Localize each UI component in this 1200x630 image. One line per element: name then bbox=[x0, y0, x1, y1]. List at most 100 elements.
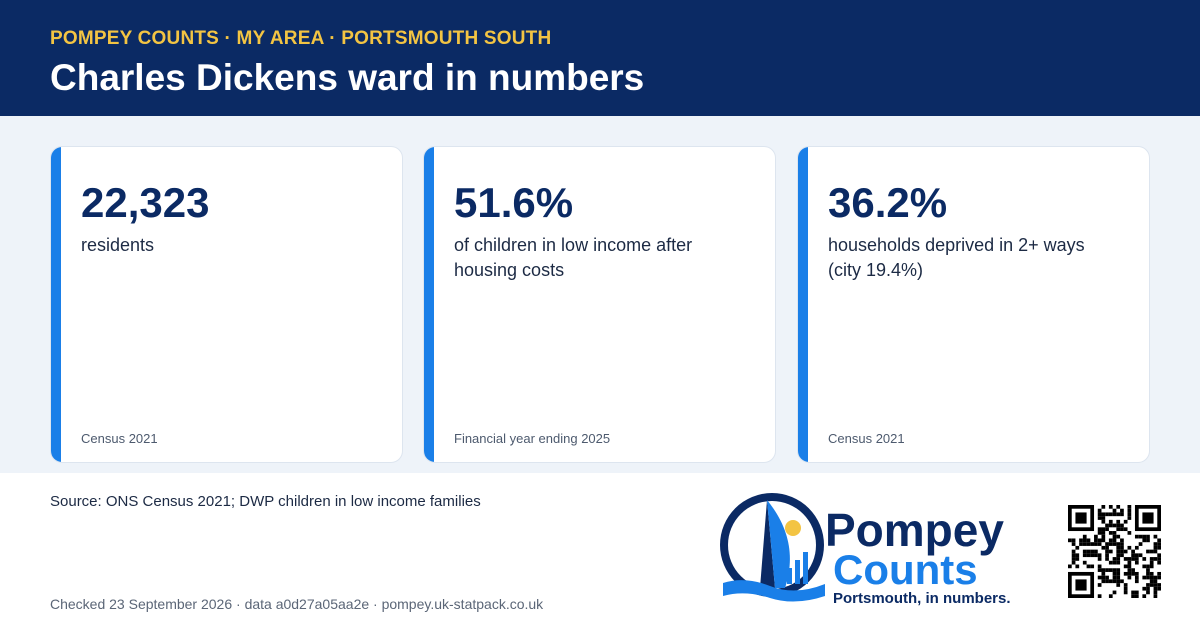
qr-module bbox=[1120, 512, 1124, 517]
qr-module bbox=[1131, 590, 1135, 595]
qr-module bbox=[1123, 571, 1128, 576]
qr-module bbox=[1105, 575, 1109, 580]
stat-source: Census 2021 bbox=[828, 431, 905, 446]
qr-module bbox=[1153, 575, 1158, 580]
stat-value: 36.2% bbox=[828, 179, 948, 226]
qr-module bbox=[1131, 594, 1135, 598]
qr-module bbox=[1071, 553, 1076, 558]
qr-module bbox=[1146, 575, 1150, 580]
qr-module bbox=[1108, 512, 1113, 517]
qr-module bbox=[1112, 508, 1117, 513]
qr-module bbox=[1105, 568, 1109, 572]
qr-module bbox=[1086, 542, 1091, 546]
qr-module bbox=[1142, 512, 1154, 524]
qr-module bbox=[1127, 512, 1132, 517]
qr-module bbox=[1097, 553, 1102, 558]
qr-module bbox=[1116, 542, 1121, 546]
logo-bar bbox=[803, 552, 808, 584]
qr-module bbox=[1157, 586, 1161, 591]
qr-module bbox=[1097, 516, 1102, 520]
qr-module bbox=[1127, 531, 1132, 535]
qr-module bbox=[1112, 538, 1117, 543]
qr-module bbox=[1138, 534, 1143, 539]
qr-module bbox=[1112, 534, 1117, 539]
qr-module bbox=[1112, 560, 1117, 565]
qr-module bbox=[1116, 553, 1121, 558]
qr-module bbox=[1097, 564, 1102, 569]
qr-module bbox=[1120, 538, 1124, 543]
qr-module bbox=[1094, 542, 1098, 546]
qr-module bbox=[1153, 583, 1158, 587]
qr-module bbox=[1112, 512, 1117, 517]
qr-module bbox=[1108, 560, 1113, 565]
qr-module bbox=[1138, 542, 1143, 546]
logo-tagline: Portsmouth, in numbers. bbox=[833, 590, 1011, 607]
qr-module bbox=[1105, 527, 1109, 532]
qr-module bbox=[1097, 594, 1102, 598]
logo-tower bbox=[760, 500, 775, 588]
qr-module bbox=[1116, 505, 1121, 509]
qr-module bbox=[1116, 575, 1121, 580]
qr-module bbox=[1097, 568, 1102, 572]
qr-module bbox=[1075, 545, 1080, 550]
qr-module bbox=[1157, 553, 1161, 558]
qr-module bbox=[1101, 516, 1106, 520]
qr-module bbox=[1116, 519, 1121, 524]
stat-label: of children in low income after housing … bbox=[454, 235, 693, 280]
stat-card: 51.6% of children in low income after ho… bbox=[423, 146, 776, 463]
qr-module bbox=[1116, 583, 1121, 587]
qr-module bbox=[1105, 542, 1109, 546]
qr-module bbox=[1086, 538, 1091, 543]
qr-module bbox=[1153, 557, 1158, 561]
qr-module bbox=[1097, 531, 1102, 535]
qr-module bbox=[1108, 568, 1113, 572]
footer-source: Source: ONS Census 2021; DWP children in… bbox=[50, 493, 481, 510]
qr-module bbox=[1131, 571, 1135, 576]
qr-module bbox=[1108, 531, 1113, 535]
qr-module bbox=[1131, 549, 1135, 554]
qr-module bbox=[1116, 523, 1121, 528]
qr-module bbox=[1079, 538, 1083, 543]
qr-module bbox=[1127, 505, 1132, 509]
qr-module bbox=[1116, 527, 1121, 532]
qr-module bbox=[1116, 557, 1121, 561]
qr-module bbox=[1101, 571, 1106, 576]
qr-module bbox=[1149, 557, 1154, 561]
qr-module bbox=[1123, 557, 1128, 561]
qr-module bbox=[1108, 519, 1113, 524]
qr-module bbox=[1127, 557, 1132, 561]
stat-card: 22,323 residents Census 2021 bbox=[50, 146, 403, 463]
qr-module bbox=[1134, 534, 1139, 539]
qr-module bbox=[1105, 512, 1109, 517]
qr-module bbox=[1108, 549, 1113, 554]
qr-module bbox=[1149, 560, 1154, 565]
qr-module bbox=[1153, 579, 1158, 584]
qr-module bbox=[1112, 568, 1117, 572]
header: POMPEY COUNTS · MY AREA · PORTSMOUTH SOU… bbox=[0, 0, 1200, 116]
qr-module bbox=[1071, 560, 1076, 565]
qr-module bbox=[1116, 579, 1121, 584]
qr-module bbox=[1082, 534, 1087, 539]
stat-card: 36.2% households deprived in 2+ ways (ci… bbox=[797, 146, 1150, 463]
stat-label: residents bbox=[81, 235, 155, 255]
qr-module bbox=[1116, 549, 1121, 554]
qr-module bbox=[1149, 575, 1154, 580]
qr-module bbox=[1146, 590, 1150, 595]
qr-module bbox=[1153, 594, 1158, 598]
qr-module bbox=[1071, 557, 1076, 561]
qr-module bbox=[1127, 564, 1132, 569]
stat-source: Financial year ending 2025 bbox=[454, 431, 611, 446]
qr-module bbox=[1153, 590, 1158, 595]
logo-word: Pompey bbox=[825, 504, 1004, 556]
qr-module bbox=[1094, 553, 1098, 558]
qr-module bbox=[1142, 594, 1147, 598]
qr-module bbox=[1082, 560, 1087, 565]
qr-module bbox=[1082, 553, 1087, 558]
qr-module bbox=[1071, 538, 1076, 543]
qr-module bbox=[1131, 553, 1135, 558]
qr-module bbox=[1068, 564, 1072, 569]
qr-module bbox=[1082, 549, 1087, 554]
qr-module bbox=[1134, 590, 1139, 595]
qr-module bbox=[1097, 583, 1102, 587]
qr-module bbox=[1116, 560, 1121, 565]
